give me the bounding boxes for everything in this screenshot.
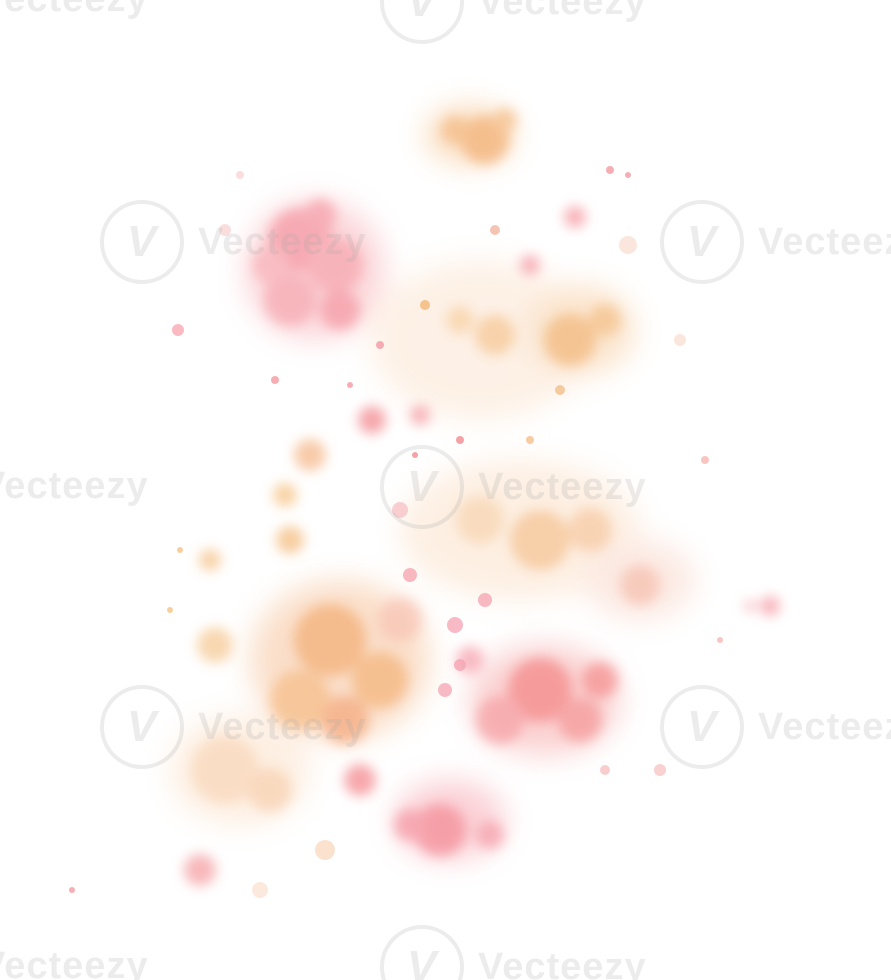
- blotches: [184, 108, 780, 886]
- droplets: [69, 166, 723, 898]
